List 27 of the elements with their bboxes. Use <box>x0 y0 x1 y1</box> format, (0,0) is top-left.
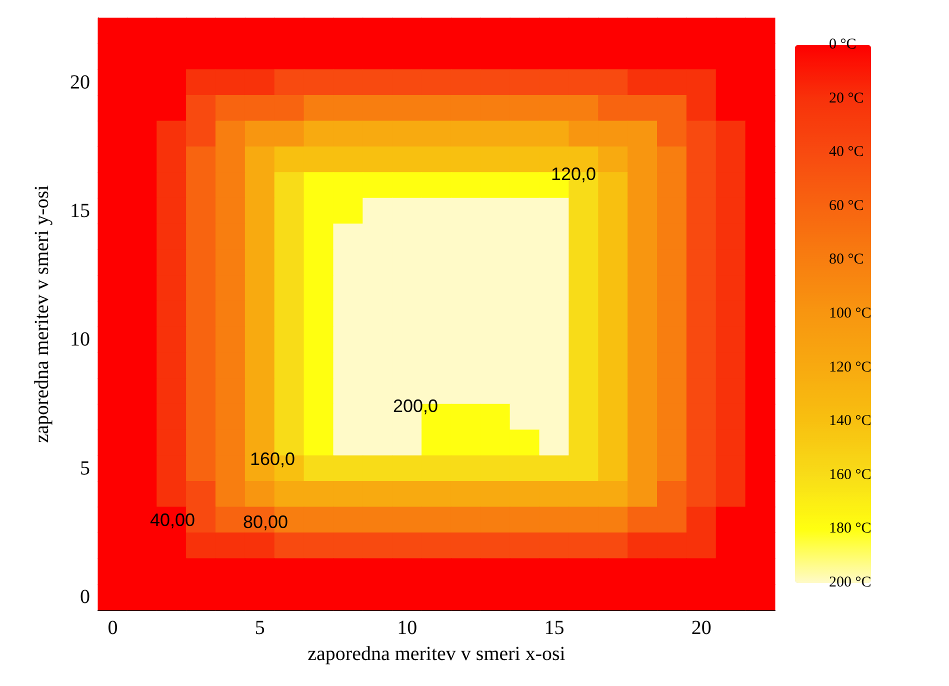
color-bar-label: 60 °C <box>829 198 864 214</box>
annotation: 80,00 <box>243 512 288 532</box>
annotation: 160,0 <box>250 449 296 469</box>
y-tick-label: 10 <box>70 328 90 351</box>
y-tick-label: 15 <box>70 200 90 222</box>
color-bar-label: 80 °C <box>829 252 864 268</box>
color-bar-label: 20 °C <box>829 90 864 106</box>
x-tick-label: 20 <box>691 617 712 639</box>
color-bar-label: 120 °C <box>829 359 872 376</box>
annotation: 40,00 <box>150 510 196 530</box>
x-tick-label: 10 <box>397 617 418 639</box>
y-tick-label: 5 <box>80 457 90 480</box>
x-tick-label: 0 <box>108 617 118 639</box>
color-bar-label: 140 °C <box>829 413 872 430</box>
color-bar-label: 40 °C <box>829 144 864 160</box>
color-bar-label: 160 °C <box>829 466 872 483</box>
color-bar-label: 200 °C <box>829 574 872 590</box>
color-bar-label: 100 °C <box>829 306 872 322</box>
color-bar-label: 180 °C <box>829 520 872 537</box>
y-tick-label: 0 <box>80 586 90 608</box>
x-tick-label: 15 <box>544 617 564 639</box>
annotation: 120,0 <box>551 164 596 184</box>
y-axis-title: zaporedna meritev v smeri y-osi <box>31 184 53 443</box>
y-tick-label: 20 <box>70 71 90 94</box>
x-axis-title: zaporedna meritev v smeri x-osi <box>308 643 566 665</box>
annotation: 200,0 <box>393 396 438 416</box>
x-tick-label: 5 <box>254 617 265 639</box>
